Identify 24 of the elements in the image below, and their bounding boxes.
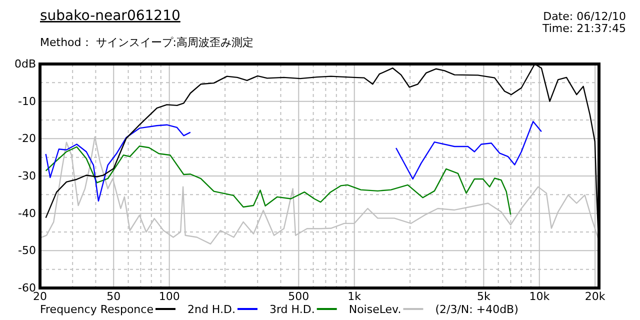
text: (2/3/N: +40dB) — [435, 303, 518, 316]
x-tick-label: 100 — [158, 290, 180, 303]
y-tick-label: -20 — [18, 132, 36, 146]
text: Time: 21:37:45 — [541, 22, 626, 35]
chart-subtitle: Method： サインスイープ:高周波歪み測定 — [40, 36, 254, 49]
x-tick-label: 10k — [529, 290, 550, 303]
x-tick-label: 1k — [348, 290, 362, 303]
y-tick-label: -60 — [18, 282, 36, 295]
legend-label: NoiseLev. — [348, 303, 402, 316]
y-tick-label: -40 — [18, 206, 36, 220]
legend-label: 3rd H.D. — [269, 303, 315, 316]
legend-label: Frequency Responce — [40, 303, 154, 316]
y-tick-label: 0dB — [14, 58, 36, 71]
y-tick-label: -10 — [18, 94, 36, 108]
x-tick-label: 20k — [584, 290, 606, 303]
x-tick-label: 5k — [476, 290, 491, 303]
x-tick-label: 20 — [33, 290, 47, 303]
legend-label: 2nd H.D. — [187, 303, 236, 316]
y-tick-label: -30 — [18, 170, 36, 183]
text: Date: 06/12/10 — [543, 10, 626, 23]
chart-title: subako-near061210 — [40, 8, 180, 24]
y-tick-label: -50 — [18, 244, 36, 258]
x-tick-label: 500 — [288, 290, 310, 303]
x-tick-label: 50 — [106, 290, 121, 303]
